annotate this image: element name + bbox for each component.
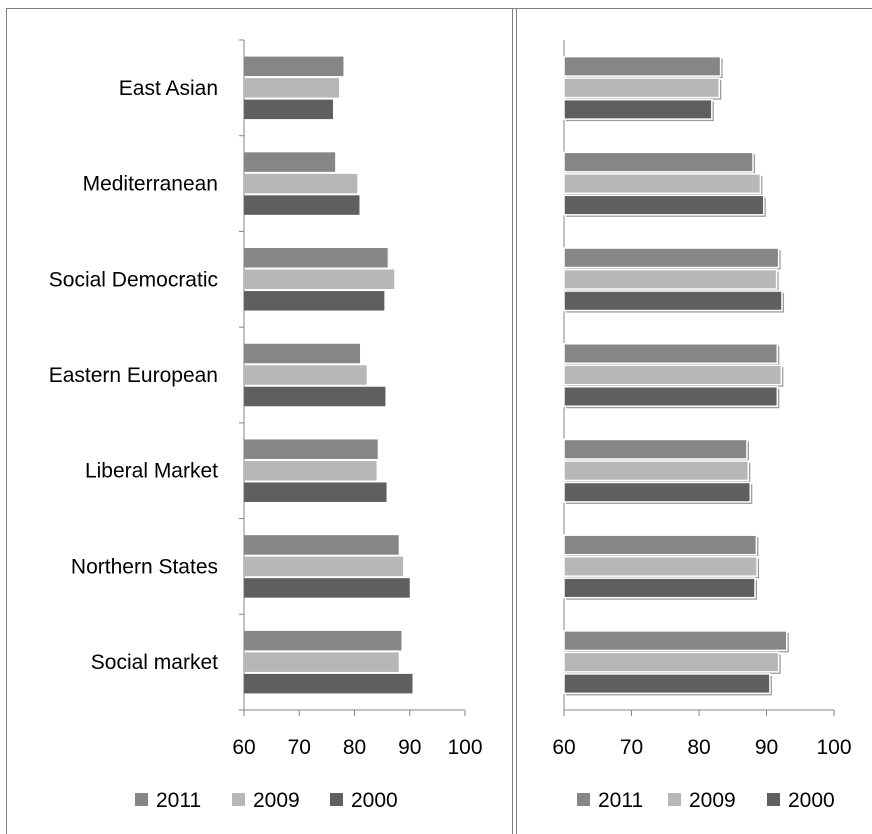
category-label-east-asian: East Asian bbox=[119, 77, 218, 100]
x-tick-label-90: 90 bbox=[398, 736, 421, 759]
legend-label-2011: 2011 bbox=[598, 789, 643, 812]
legend-swatch-2000 bbox=[767, 793, 780, 806]
bar-social-democratic-2000 bbox=[564, 291, 782, 311]
bar-east-asian-2009 bbox=[244, 78, 339, 98]
frame-left-border bbox=[1, 1, 6, 834]
x-tick-label-80: 80 bbox=[343, 736, 366, 759]
bar-social-democratic-2009 bbox=[564, 270, 777, 290]
bar-social-democratic-2011 bbox=[564, 248, 779, 267]
bar-liberal-market-2009 bbox=[244, 461, 377, 481]
bar-mediterranean-2009 bbox=[564, 174, 760, 194]
bar-liberal-market-2000 bbox=[244, 482, 387, 502]
bar-social-market-2000 bbox=[564, 674, 770, 694]
legend-swatch-2009 bbox=[668, 793, 681, 806]
bar-east-asian-2000 bbox=[564, 100, 712, 120]
bar-social-market-2011 bbox=[564, 631, 787, 651]
legend-label-2011: 2011 bbox=[156, 789, 201, 812]
bar-liberal-market-2011 bbox=[244, 439, 378, 459]
bar-mediterranean-2011 bbox=[244, 152, 335, 172]
category-label-social-democratic: Social Democratic bbox=[49, 268, 218, 291]
category-label-northern-states: Northern States bbox=[71, 555, 218, 578]
bar-eastern-european-2009 bbox=[564, 365, 781, 385]
category-label-eastern-european: Eastern European bbox=[49, 364, 218, 387]
bar-mediterranean-2009 bbox=[244, 174, 357, 194]
bar-northern-states-2011 bbox=[244, 535, 399, 555]
x-tick-label-100: 100 bbox=[816, 736, 851, 759]
legend-swatch-2011 bbox=[577, 793, 590, 806]
bar-social-market-2000 bbox=[244, 674, 413, 694]
bar-social-market-2011 bbox=[244, 631, 401, 651]
bar-eastern-european-2000 bbox=[244, 387, 385, 407]
legend-label-2009: 2009 bbox=[689, 789, 736, 812]
bar-northern-states-2009 bbox=[564, 557, 757, 577]
bar-social-democratic-2011 bbox=[244, 248, 388, 267]
left-bar-chart: 60 70 80 90 100 East Asian Mediterranean Social… bbox=[49, 40, 483, 812]
bar-liberal-market-2000 bbox=[564, 482, 750, 502]
bar-mediterranean-2011 bbox=[564, 152, 753, 172]
right-bar-chart: 60 70 80 90 100 2011 2009 2000 bbox=[552, 40, 851, 812]
x-tick-label-90: 90 bbox=[755, 736, 778, 759]
bar-east-asian-2000 bbox=[244, 100, 333, 120]
x-tick-label-60: 60 bbox=[232, 736, 255, 759]
bar-social-democratic-2000 bbox=[244, 291, 384, 311]
bar-eastern-european-2011 bbox=[244, 344, 360, 364]
category-label-liberal-market: Liberal Market bbox=[85, 460, 218, 483]
x-tick-label-80: 80 bbox=[687, 736, 710, 759]
category-label-social-market: Social market bbox=[91, 651, 218, 674]
bar-mediterranean-2000 bbox=[244, 195, 359, 215]
bar-eastern-european-2011 bbox=[564, 344, 777, 364]
bar-liberal-market-2009 bbox=[564, 461, 748, 481]
bar-northern-states-2011 bbox=[564, 535, 756, 555]
legend-swatch-2011 bbox=[135, 793, 148, 806]
legend-swatch-2000 bbox=[330, 793, 343, 806]
bar-eastern-european-2009 bbox=[244, 365, 367, 385]
legend-label-2000: 2000 bbox=[788, 789, 835, 812]
bar-east-asian-2011 bbox=[564, 57, 721, 77]
bar-social-market-2009 bbox=[244, 652, 399, 672]
category-label-mediterranean: Mediterranean bbox=[83, 173, 218, 196]
bar-east-asian-2009 bbox=[564, 78, 719, 98]
x-tick-label-60: 60 bbox=[552, 736, 575, 759]
x-tick-label-70: 70 bbox=[620, 736, 643, 759]
bar-east-asian-2011 bbox=[244, 57, 343, 77]
x-tick-label-100: 100 bbox=[447, 736, 482, 759]
bar-eastern-european-2000 bbox=[564, 387, 777, 407]
bar-social-democratic-2009 bbox=[244, 270, 394, 290]
legend-swatch-2009 bbox=[232, 793, 245, 806]
bar-mediterranean-2000 bbox=[564, 195, 764, 215]
bar-northern-states-2000 bbox=[564, 578, 755, 598]
bar-northern-states-2009 bbox=[244, 557, 403, 577]
x-tick-label-70: 70 bbox=[288, 736, 311, 759]
bar-liberal-market-2011 bbox=[564, 439, 747, 459]
bar-northern-states-2000 bbox=[244, 578, 410, 598]
legend-label-2000: 2000 bbox=[351, 789, 398, 812]
legend-label-2009: 2009 bbox=[253, 789, 300, 812]
bar-social-market-2009 bbox=[564, 652, 779, 672]
